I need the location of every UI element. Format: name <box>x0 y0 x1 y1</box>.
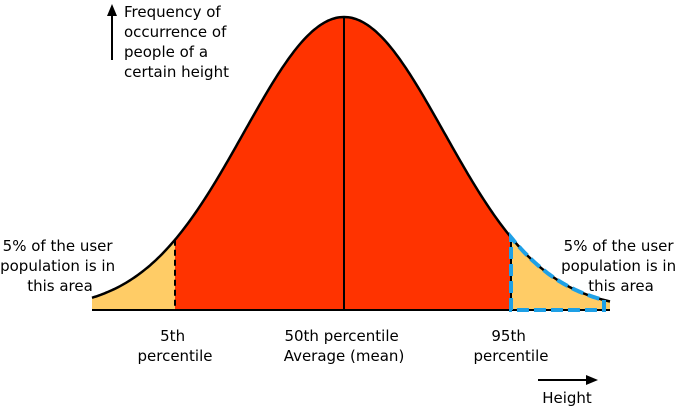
left-tail-note-line: this area <box>27 277 93 295</box>
right-tail-note-line: population is in <box>561 257 676 275</box>
right-tail-region <box>511 237 610 310</box>
5th-percentile-label-line: 5th <box>160 327 185 345</box>
y-axis-label-line: people of a <box>124 43 208 61</box>
y-axis-arrow-icon <box>107 4 117 60</box>
left-tail-note-line: 5% of the user <box>3 237 114 255</box>
right-tail-note-line: this area <box>588 277 654 295</box>
left-tail-region <box>92 239 175 310</box>
95th-percentile-label-line: percentile <box>473 347 548 365</box>
5th-percentile-label-line: percentile <box>137 347 212 365</box>
y-axis-label: Frequency of occurrence of people of a c… <box>124 3 231 81</box>
50th-percentile-label: 50th percentile Average (mean) <box>284 327 405 365</box>
95th-percentile-label: 95th percentile <box>473 327 548 365</box>
5th-percentile-label: 5th percentile <box>137 327 212 365</box>
left-tail-note: 5% of the user population is in this are… <box>0 237 120 295</box>
right-tail-note-line: 5% of the user <box>564 237 675 255</box>
x-axis-label: Height <box>542 389 592 407</box>
y-axis-label-line: occurrence of <box>124 23 227 41</box>
right-tail-highlight-outline <box>509 231 606 312</box>
95th-percentile-label-line: 95th <box>491 327 525 345</box>
50th-percentile-label-line: Average (mean) <box>284 347 405 365</box>
y-axis-label-line: certain height <box>124 63 229 81</box>
left-tail-note-line: population is in <box>0 257 115 275</box>
right-tail-note: 5% of the user population is in this are… <box>561 237 681 295</box>
50th-percentile-label-line: 50th percentile <box>284 327 398 345</box>
y-axis-label-line: Frequency of <box>124 3 221 21</box>
x-axis-arrow-icon <box>538 375 598 385</box>
